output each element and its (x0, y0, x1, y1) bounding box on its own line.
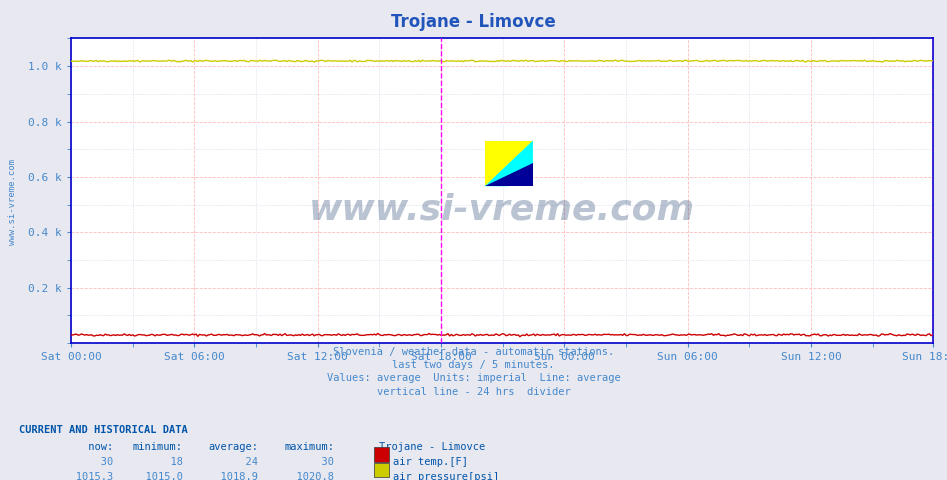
Text: now:: now: (57, 442, 113, 452)
Polygon shape (485, 163, 533, 186)
Text: vertical line - 24 hrs  divider: vertical line - 24 hrs divider (377, 387, 570, 397)
Text: last two days / 5 minutes.: last two days / 5 minutes. (392, 360, 555, 370)
Text: 1018.9: 1018.9 (208, 472, 259, 480)
Text: 30: 30 (57, 457, 113, 467)
Text: maximum:: maximum: (284, 442, 334, 452)
Text: Values: average  Units: imperial  Line: average: Values: average Units: imperial Line: av… (327, 373, 620, 384)
Text: air temp.[F]: air temp.[F] (393, 457, 468, 467)
Polygon shape (485, 141, 533, 186)
Text: 1020.8: 1020.8 (284, 472, 334, 480)
Text: 18: 18 (133, 457, 183, 467)
Text: 30: 30 (284, 457, 334, 467)
Text: CURRENT AND HISTORICAL DATA: CURRENT AND HISTORICAL DATA (19, 425, 188, 435)
Text: www.si-vreme.com: www.si-vreme.com (8, 158, 17, 245)
Text: average:: average: (208, 442, 259, 452)
Polygon shape (485, 141, 533, 186)
Text: minimum:: minimum: (133, 442, 183, 452)
Text: Trojane - Limovce: Trojane - Limovce (391, 13, 556, 32)
Text: 24: 24 (208, 457, 259, 467)
Text: Slovenia / weather data - automatic stations.: Slovenia / weather data - automatic stat… (333, 347, 614, 357)
Text: 1015.0: 1015.0 (133, 472, 183, 480)
Text: www.si-vreme.com: www.si-vreme.com (309, 192, 695, 226)
Text: air pressure[psi]: air pressure[psi] (393, 472, 499, 480)
Text: Trojane - Limovce: Trojane - Limovce (379, 442, 485, 452)
Text: 1015.3: 1015.3 (57, 472, 113, 480)
